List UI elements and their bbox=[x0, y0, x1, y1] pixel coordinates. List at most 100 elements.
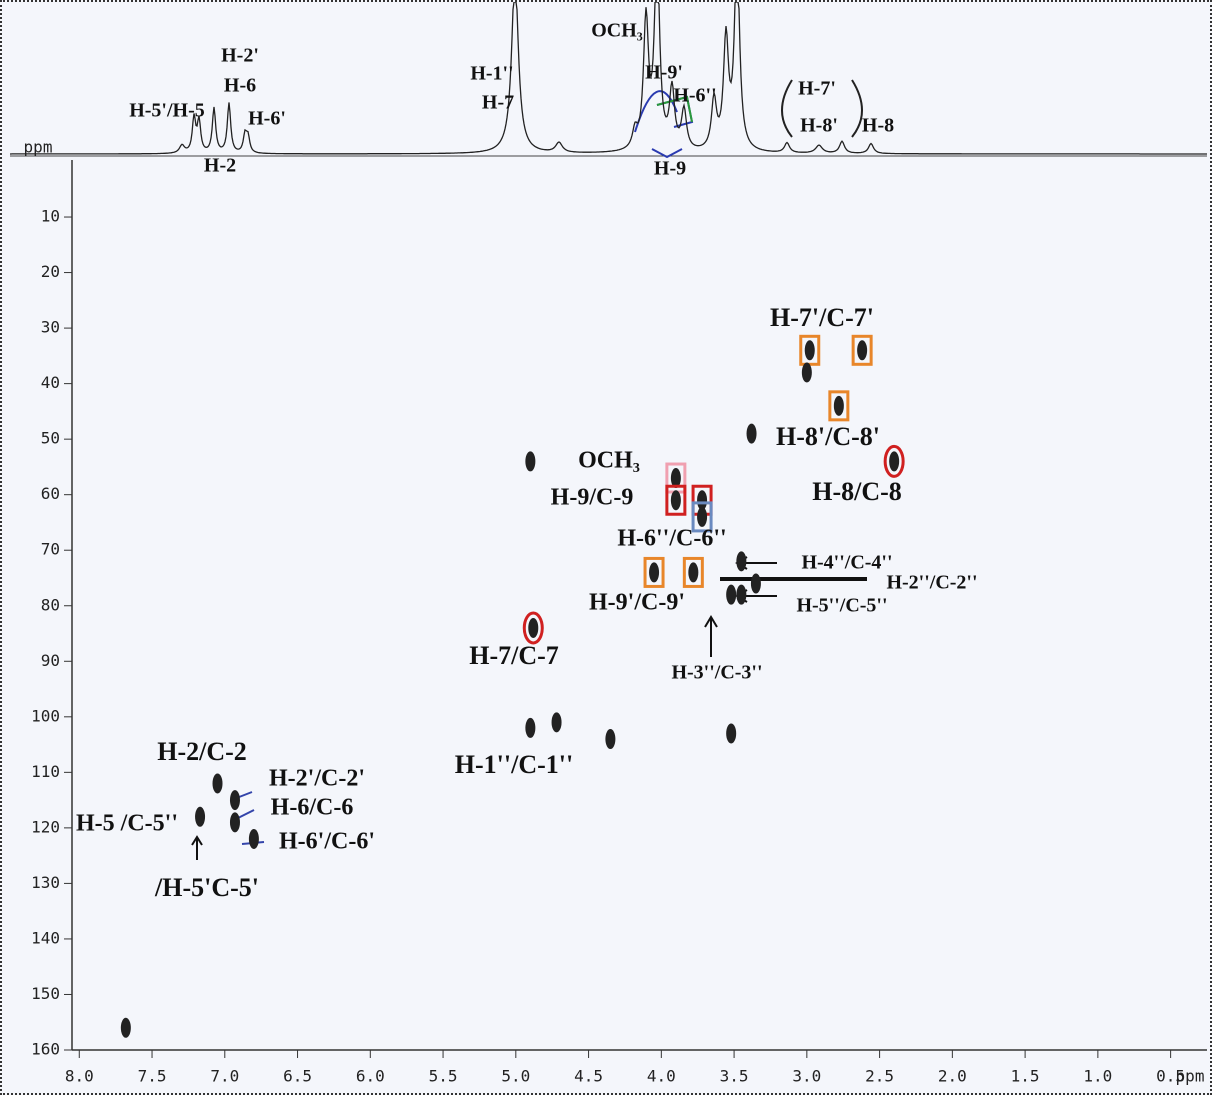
y-tick-label: 100 bbox=[31, 706, 60, 725]
cross-peak bbox=[688, 562, 699, 583]
cross-peak bbox=[528, 617, 539, 638]
peak-annotation: H-1''/C-1'' bbox=[455, 750, 573, 779]
peak-highlight bbox=[682, 556, 704, 588]
projection-label: H-7' bbox=[798, 78, 836, 100]
y-tick-label: 150 bbox=[31, 984, 60, 1003]
peak-annotation: H-9/C-9 bbox=[551, 485, 634, 511]
peak-highlight bbox=[799, 334, 821, 366]
peak-highlight bbox=[665, 484, 687, 516]
peak-annotation: H-4''/C-4'' bbox=[801, 552, 892, 574]
y-tick-label: 160 bbox=[31, 1040, 60, 1059]
peak-highlight bbox=[643, 556, 665, 588]
projection-label: H-2' bbox=[221, 45, 259, 67]
x-tick-label: 3.5 bbox=[720, 1067, 749, 1086]
x-tick-label: 5.5 bbox=[429, 1067, 458, 1086]
y-axis-label: ppm bbox=[24, 138, 53, 157]
cross-peak bbox=[746, 423, 757, 444]
peak-annotation: H-7/C-7 bbox=[469, 641, 559, 670]
projection-label: H-5'/H-5 bbox=[129, 100, 205, 122]
x-axis-label: ppm bbox=[1176, 1067, 1205, 1086]
cross-peak bbox=[212, 773, 223, 794]
y-tick-label: 40 bbox=[41, 373, 60, 392]
peak-highlight bbox=[883, 444, 905, 478]
peak-annotation: H-6''/C-6'' bbox=[617, 526, 726, 552]
projection-label: H-6 bbox=[224, 75, 256, 97]
cross-peak bbox=[804, 340, 815, 361]
peak-annotation: OCH₃ bbox=[578, 448, 640, 474]
cross-peak bbox=[551, 712, 562, 733]
projection-label: OCH₃ bbox=[591, 20, 643, 42]
cross-peak bbox=[670, 490, 681, 511]
cross-peak bbox=[889, 451, 900, 472]
y-tick-label: 70 bbox=[41, 540, 60, 559]
y-tick-label: 130 bbox=[31, 873, 60, 892]
projection-label: H-6'' bbox=[673, 85, 716, 107]
projection-label: H-6' bbox=[248, 108, 286, 130]
x-tick-label: 6.5 bbox=[283, 1067, 312, 1086]
peak-highlight bbox=[691, 501, 713, 533]
cross-peak bbox=[697, 506, 708, 527]
cross-peak bbox=[801, 362, 812, 383]
x-tick-label: 2.0 bbox=[938, 1067, 967, 1086]
peak-highlight bbox=[851, 334, 873, 366]
cross-peak bbox=[229, 790, 240, 811]
projection-trace bbox=[10, 2, 1207, 155]
x-tick-label: 7.0 bbox=[210, 1067, 239, 1086]
cross-peak bbox=[736, 551, 747, 572]
projection-label: H-2 bbox=[204, 155, 236, 177]
cross-peak bbox=[726, 723, 737, 744]
x-tick-label: 0.5 bbox=[1156, 1067, 1185, 1086]
y-tick-label: 90 bbox=[41, 651, 60, 670]
peak-annotation: H-6'/C-6' bbox=[279, 829, 375, 855]
x-tick-label: 1.0 bbox=[1083, 1067, 1112, 1086]
cross-peak bbox=[750, 573, 761, 594]
peak-annotation: H-9'/C-9' bbox=[589, 590, 685, 616]
y-tick-label: 120 bbox=[31, 817, 60, 836]
peak-annotation: H-7'/C-7' bbox=[770, 303, 874, 332]
cross-peak bbox=[195, 806, 206, 827]
peak-annotation: H-6/C-6 bbox=[271, 795, 354, 821]
peak-annotation: /H-5'C-5' bbox=[154, 873, 259, 902]
x-tick-label: 1.5 bbox=[1011, 1067, 1040, 1086]
cross-peak bbox=[120, 1017, 131, 1038]
projection-label: H-9 bbox=[654, 158, 686, 180]
cross-peak bbox=[697, 490, 708, 511]
peak-annotation: H-2''/C-2'' bbox=[886, 572, 977, 594]
peak-annotation: H-3''/C-3'' bbox=[671, 662, 762, 684]
cross-peak bbox=[248, 828, 259, 849]
cross-peak bbox=[229, 812, 240, 833]
peak-annotation: H-2/C-2 bbox=[157, 737, 247, 766]
x-tick-label: 5.0 bbox=[501, 1067, 530, 1086]
peak-annotation: H-8/C-8 bbox=[812, 477, 902, 506]
cross-peak bbox=[736, 584, 747, 605]
y-tick-label: 20 bbox=[41, 262, 60, 281]
cross-peak bbox=[726, 584, 737, 605]
x-tick-label: 7.5 bbox=[138, 1067, 167, 1086]
y-tick-label: 140 bbox=[31, 928, 60, 947]
y-tick-label: 50 bbox=[41, 429, 60, 448]
cross-peak bbox=[857, 340, 868, 361]
cross-peak bbox=[649, 562, 660, 583]
x-tick-label: 4.0 bbox=[647, 1067, 676, 1086]
x-tick-label: 2.5 bbox=[865, 1067, 894, 1086]
y-tick-label: 60 bbox=[41, 484, 60, 503]
x-tick-label: 8.0 bbox=[65, 1067, 94, 1086]
y-tick-label: 80 bbox=[41, 595, 60, 614]
x-tick-label: 4.5 bbox=[574, 1067, 603, 1086]
cross-peak bbox=[525, 451, 536, 472]
projection-label: H-8' bbox=[800, 115, 838, 137]
peak-annotation: H-8'/C-8' bbox=[776, 422, 880, 451]
peak-annotation: H-2'/C-2' bbox=[269, 766, 365, 792]
y-tick-label: 10 bbox=[41, 207, 60, 226]
cross-peak bbox=[833, 395, 844, 416]
y-tick-label: 110 bbox=[31, 762, 60, 781]
peak-annotation: H-5 /C-5'' bbox=[76, 811, 178, 837]
cross-peak bbox=[605, 729, 616, 750]
projection-label: H-9' bbox=[645, 62, 683, 84]
peak-highlight bbox=[522, 611, 544, 645]
x-tick-label: 6.0 bbox=[356, 1067, 385, 1086]
projection-label: H-7 bbox=[482, 92, 514, 114]
x-tick-label: 3.0 bbox=[792, 1067, 821, 1086]
projection-label: H-1'' bbox=[470, 63, 513, 85]
